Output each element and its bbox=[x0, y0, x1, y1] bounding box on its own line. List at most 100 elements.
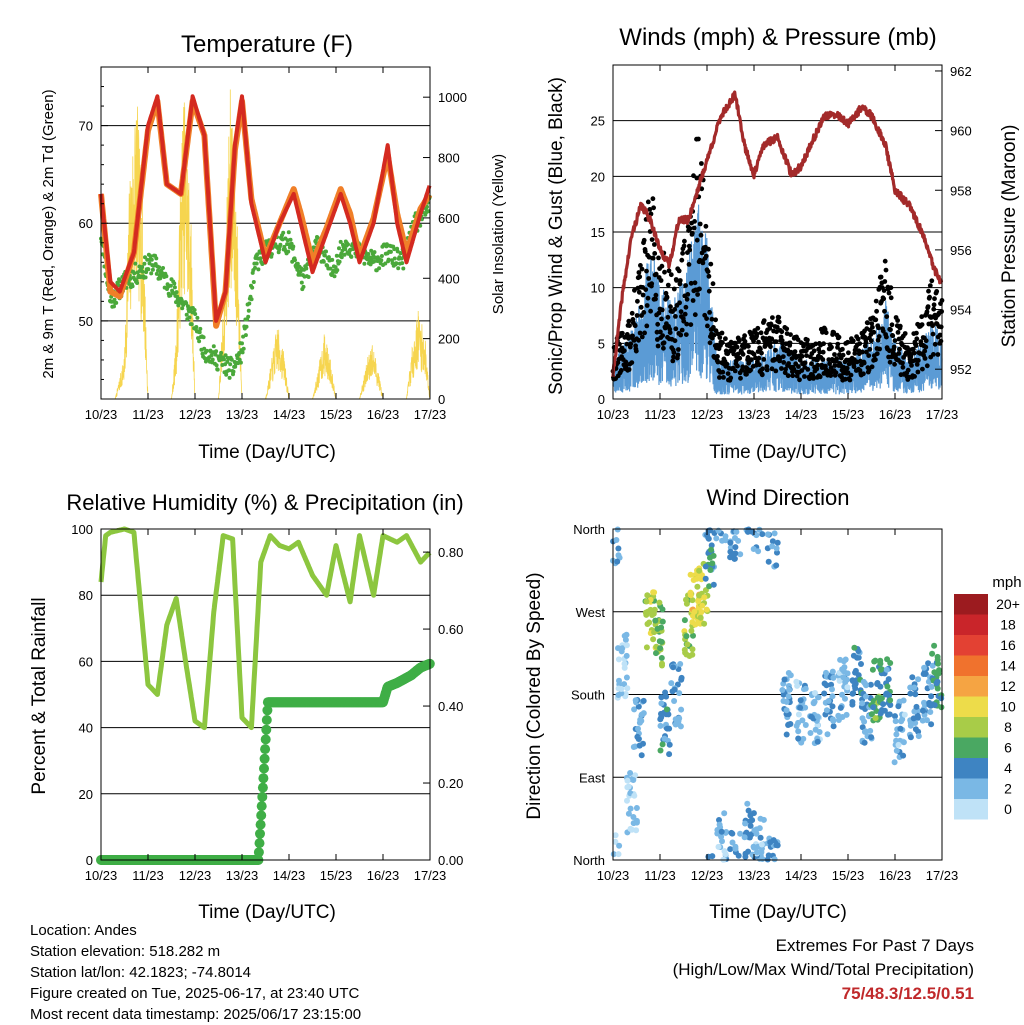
gust-point bbox=[828, 373, 834, 378]
gust-point bbox=[629, 360, 635, 365]
direction-point bbox=[659, 606, 666, 613]
direction-point bbox=[887, 697, 894, 704]
gust-point bbox=[774, 329, 779, 335]
direction-point bbox=[645, 608, 651, 615]
direction-point bbox=[781, 676, 788, 683]
y-tick-label: 60 bbox=[79, 216, 93, 231]
gust-point bbox=[767, 340, 773, 346]
gust-point bbox=[643, 287, 649, 292]
dewpoint-point bbox=[184, 312, 189, 317]
x-tick-label: 13/23 bbox=[738, 868, 771, 883]
direction-point bbox=[610, 851, 617, 858]
direction-point bbox=[795, 735, 802, 742]
gust-point bbox=[671, 354, 676, 360]
gust-point bbox=[864, 349, 869, 355]
gust-point bbox=[937, 332, 943, 338]
gust-point bbox=[651, 205, 656, 211]
gust-point bbox=[667, 330, 673, 335]
direction-point bbox=[783, 707, 790, 714]
gust-point bbox=[650, 255, 656, 261]
humidity-x-axis-label: Time (Day/UTC) bbox=[198, 902, 336, 923]
direction-point bbox=[823, 707, 830, 714]
gust-point bbox=[892, 338, 898, 343]
gust-point bbox=[911, 350, 917, 356]
direction-point bbox=[695, 598, 702, 605]
precip-point bbox=[257, 782, 268, 793]
direction-point bbox=[659, 618, 666, 625]
dewpoint-point bbox=[247, 301, 252, 306]
gust-point bbox=[656, 255, 661, 261]
direction-point bbox=[795, 711, 802, 718]
direction-point bbox=[729, 839, 736, 846]
direction-point bbox=[893, 747, 900, 754]
colorbar-swatch bbox=[954, 737, 988, 758]
gust-point bbox=[844, 365, 850, 371]
dewpoint-point bbox=[150, 267, 155, 272]
gust-point bbox=[831, 330, 837, 335]
x-tick-label: 15/23 bbox=[832, 407, 865, 422]
gust-point bbox=[873, 317, 879, 323]
direction-x-axis-label: Time (Day/UTC) bbox=[709, 902, 847, 923]
direction-point bbox=[616, 677, 622, 684]
x-tick-label: 10/23 bbox=[597, 407, 630, 422]
dewpoint-point bbox=[372, 259, 376, 264]
direction-point bbox=[702, 563, 709, 570]
direction-point bbox=[631, 792, 638, 799]
direction-point bbox=[658, 700, 665, 707]
y-tick-label: 40 bbox=[79, 721, 93, 736]
gust-point bbox=[922, 356, 928, 361]
dewpoint-point bbox=[193, 312, 198, 316]
direction-point bbox=[816, 729, 823, 735]
x-tick-label: 13/23 bbox=[226, 868, 259, 883]
direction-point bbox=[868, 711, 875, 718]
direction-point bbox=[701, 594, 708, 601]
colorbar-label: 12 bbox=[1000, 678, 1016, 694]
gust-point bbox=[835, 341, 841, 347]
temperature-frame bbox=[100, 66, 431, 400]
gust-point bbox=[761, 357, 767, 362]
speed-colorbar: mph 20+ 18 16 14 12 10 8 6 4 2 0 bbox=[954, 574, 1022, 820]
colorbar-label: 18 bbox=[1000, 617, 1016, 633]
gust-point bbox=[684, 296, 690, 302]
direction-point bbox=[774, 842, 781, 849]
humidity-frame bbox=[100, 528, 431, 861]
gust-point bbox=[915, 358, 921, 363]
gust-point bbox=[796, 364, 801, 369]
colorbar-swatch bbox=[954, 717, 988, 738]
x-tick-label: 12/23 bbox=[691, 407, 724, 422]
direction-point bbox=[895, 703, 902, 710]
gust-point bbox=[833, 370, 839, 376]
gust-point bbox=[624, 332, 630, 337]
direction-point bbox=[705, 535, 712, 542]
precip-point bbox=[254, 838, 265, 849]
direction-point bbox=[746, 834, 753, 841]
direction-point bbox=[756, 526, 763, 533]
direction-point bbox=[723, 829, 730, 835]
direction-point bbox=[759, 856, 766, 862]
direction-point bbox=[715, 843, 722, 850]
dewpoint-point bbox=[202, 346, 207, 351]
gust-point bbox=[676, 347, 681, 352]
direction-point bbox=[872, 715, 879, 722]
gust-point bbox=[867, 346, 873, 352]
direction-point bbox=[656, 599, 663, 606]
gust-point bbox=[686, 243, 692, 249]
gust-point bbox=[733, 340, 738, 346]
gust-point bbox=[938, 324, 944, 330]
dewpoint-point bbox=[332, 274, 337, 279]
gust-point bbox=[728, 375, 734, 381]
y-tick-label: 0 bbox=[598, 392, 605, 407]
dewpoint-point bbox=[231, 369, 236, 374]
winds-panel: 10/23 11/23 12/23 13/23 14/23 15/23 16/23 17/23… bbox=[546, 24, 1020, 463]
direction-point bbox=[786, 686, 793, 693]
direction-point bbox=[799, 717, 806, 724]
direction-point bbox=[624, 784, 631, 791]
gust-point bbox=[671, 350, 677, 355]
direction-point bbox=[912, 691, 919, 698]
dewpoint-point bbox=[383, 261, 388, 266]
colorbar-swatch bbox=[954, 655, 988, 676]
dewpoint-point bbox=[258, 256, 263, 261]
dewpoint-point bbox=[176, 303, 181, 308]
gust-point bbox=[734, 344, 740, 350]
direction-point bbox=[867, 681, 874, 688]
